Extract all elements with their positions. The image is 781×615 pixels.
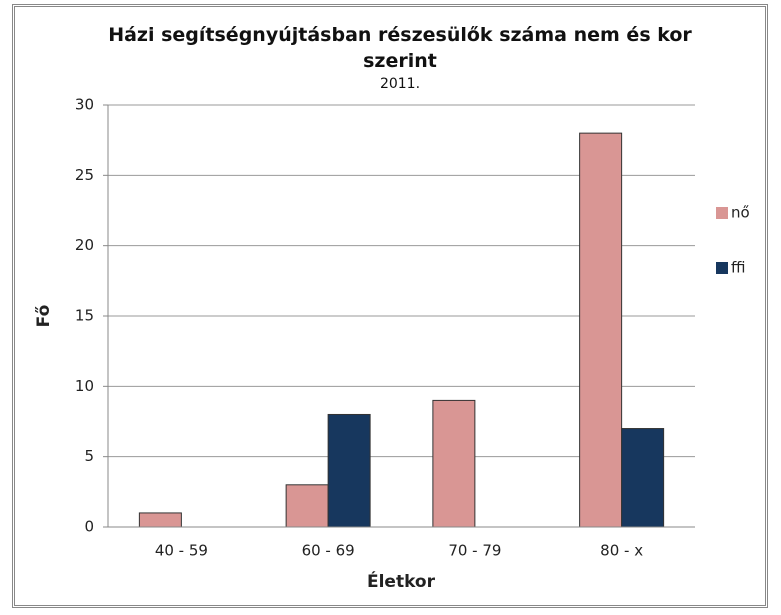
y-tick-label: 30 xyxy=(75,96,94,114)
bar xyxy=(432,399,476,528)
x-axis-label: Életkor xyxy=(367,570,436,592)
bar xyxy=(285,484,329,528)
y-tick-label: 10 xyxy=(75,377,94,395)
y-axis-label: Fő xyxy=(34,305,54,328)
bar xyxy=(138,512,182,528)
bar xyxy=(579,132,623,528)
x-tick-label: 70 - 79 xyxy=(448,542,501,560)
legend-swatch xyxy=(716,262,728,274)
x-tick-label: 60 - 69 xyxy=(302,542,355,560)
legend-label: nő xyxy=(731,204,750,222)
x-tick-label: 80 - x xyxy=(600,542,643,560)
x-tick-label: 40 - 59 xyxy=(155,542,208,560)
y-tick-label: 20 xyxy=(75,236,94,254)
legend-label: ffi xyxy=(731,259,746,277)
chart-title: Házi segítségnyújtásban részesülők száma… xyxy=(108,24,692,72)
chart-frame xyxy=(12,4,768,608)
legend-swatch xyxy=(716,207,728,219)
chart-subtitle: 2011. xyxy=(379,76,421,92)
bar xyxy=(327,413,371,528)
y-tick-label: 5 xyxy=(84,447,94,465)
y-tick-label: 15 xyxy=(75,307,94,325)
bar xyxy=(621,428,665,528)
y-tick-label: 0 xyxy=(84,518,94,536)
y-tick-label: 25 xyxy=(75,166,94,184)
